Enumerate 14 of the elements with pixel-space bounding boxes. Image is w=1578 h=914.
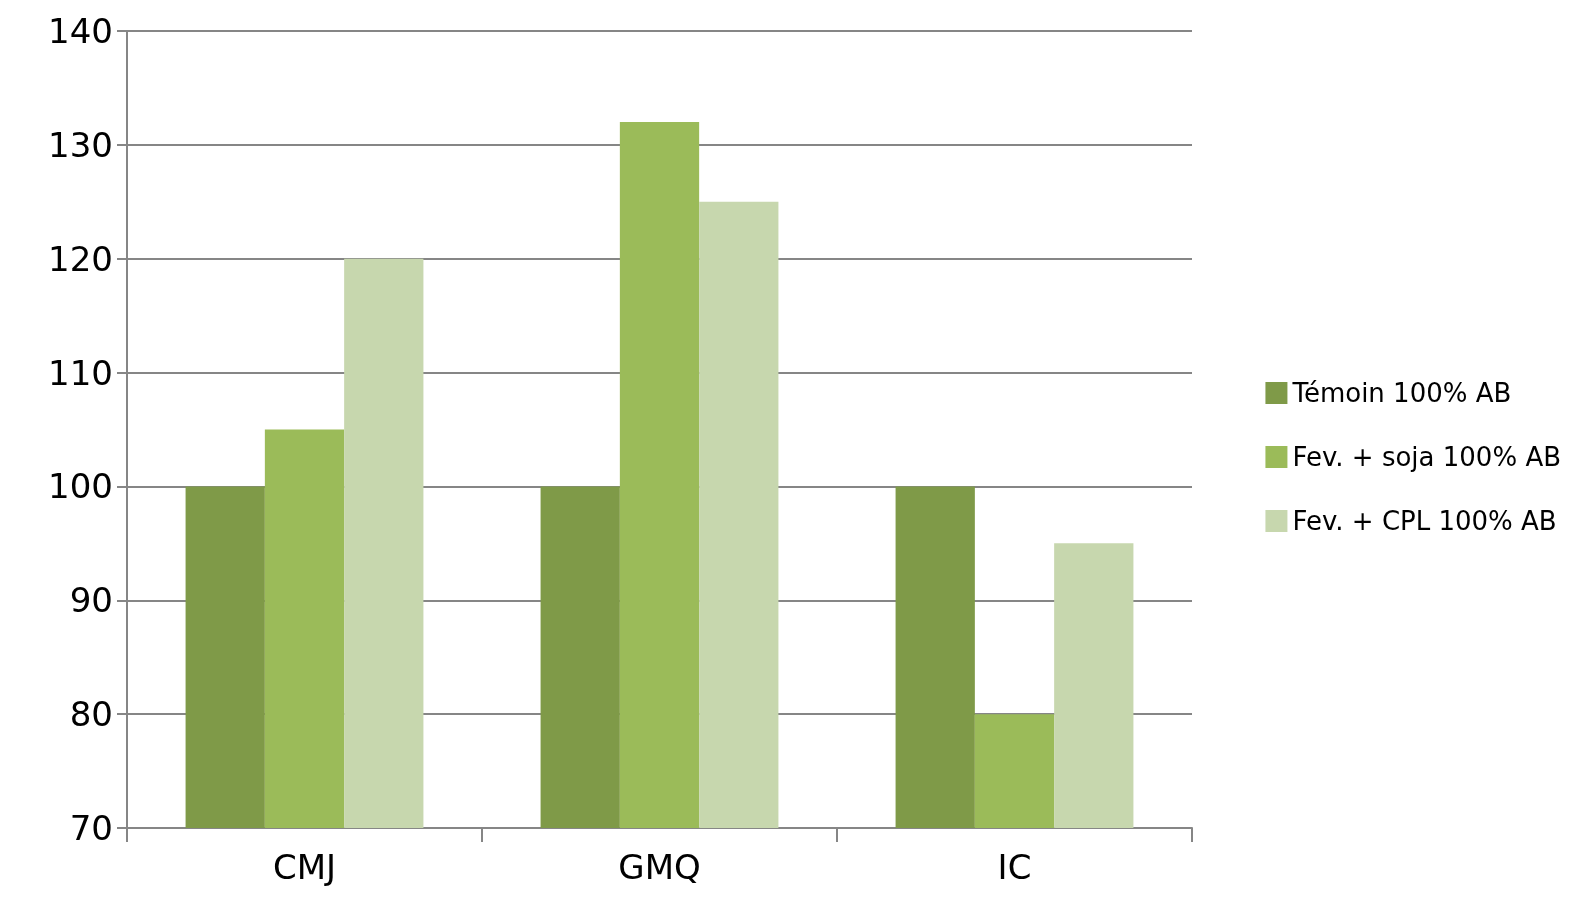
x-tick-label: IC xyxy=(997,847,1032,887)
legend-label: Fev. + soja 100% AB xyxy=(1292,442,1562,472)
legend-label: Fev. + CPL 100% AB xyxy=(1292,506,1557,536)
y-tick-label: 130 xyxy=(48,124,113,165)
legend-label: Témoin 100% AB xyxy=(1291,378,1512,408)
y-tick-label: 80 xyxy=(69,694,113,735)
y-tick-label: 140 xyxy=(48,11,113,51)
y-tick-label: 110 xyxy=(48,352,113,393)
x-tick-label: GMQ xyxy=(618,847,701,887)
y-tick-label: 100 xyxy=(48,466,113,507)
x-tick-label: CMJ xyxy=(272,847,337,887)
y-tick-label: 70 xyxy=(69,808,113,848)
y-tick-label: 120 xyxy=(48,238,113,279)
y-tick-label: 90 xyxy=(69,580,113,621)
